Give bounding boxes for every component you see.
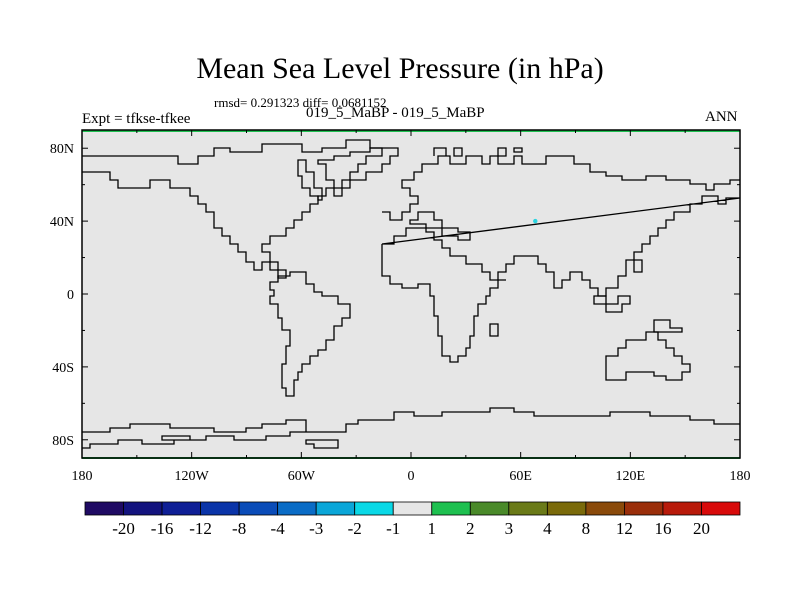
plot-title: Mean Sea Level Pressure (in hPa) <box>196 52 604 85</box>
coastline-south-america <box>269 271 351 397</box>
lat-tick-label: 40S <box>52 361 74 376</box>
colorbar-swatch-0 <box>84 501 124 516</box>
colorbar-swatch-11 <box>508 501 548 516</box>
lon-tick-label: 120W <box>175 469 210 484</box>
stats-text: rmsd= 0.291323 diff= 0.0681152 <box>214 95 387 110</box>
coastline-arctic-islands <box>297 159 323 201</box>
colorbar-label: 2 <box>466 519 475 538</box>
colorbar-swatch-5 <box>277 501 317 516</box>
colorbar-swatch-16 <box>701 501 741 516</box>
coastline-arctic-north <box>497 147 523 157</box>
colorbar: -20 -16 -12 -8 -4 -3 -2 -1 1 2 3 4 8 12 16 20 <box>84 501 741 538</box>
colorbar-swatch-12 <box>546 501 587 516</box>
lat-tick-label: 40N <box>50 215 74 230</box>
axis-ticks: 180 120W 60W 0 60E 120E 180 80N 40N 0 40S 80S <box>50 130 751 484</box>
coastline-mediterranean <box>409 211 471 241</box>
lon-tick-label: 180 <box>730 469 751 484</box>
coastline-scandinavia <box>433 147 463 157</box>
coastline-greenland <box>317 147 399 189</box>
coastlines <box>82 139 741 449</box>
colorbar-label: 4 <box>543 519 552 538</box>
colorbar-label: -3 <box>309 519 323 538</box>
coastline-africa <box>381 244 506 363</box>
experiment-label: Expt = tfkse-tfkee <box>82 111 191 127</box>
coastline-madagascar <box>489 323 499 337</box>
coastline-australia <box>605 331 691 381</box>
lon-tick-label: 60W <box>288 469 316 484</box>
colorbar-swatch-14 <box>624 501 664 516</box>
colorbar-label: -20 <box>112 519 135 538</box>
colorbar-label: -2 <box>348 519 362 538</box>
colorbar-label: 12 <box>616 519 633 538</box>
coastline-antarctica <box>82 407 740 449</box>
colorbar-swatch-3 <box>200 501 240 516</box>
colorbar-label: 1 <box>428 519 437 538</box>
lat-tick-label: 80N <box>50 142 74 157</box>
colorbar-label: 20 <box>693 519 710 538</box>
colorbar-swatch-8 <box>392 501 433 516</box>
colorbar-swatch-6 <box>315 501 356 516</box>
colorbar-label: 8 <box>582 519 591 538</box>
colorbar-label: 16 <box>654 519 671 538</box>
colorbar-label: -16 <box>151 519 174 538</box>
season-label: ANN <box>705 109 738 125</box>
lat-tick-label: 80S <box>52 434 74 449</box>
coastline-se-asia-islands <box>593 259 643 313</box>
lon-tick-label: 180 <box>72 469 93 484</box>
coastline-eurasia <box>381 155 741 297</box>
colorbar-label: -12 <box>189 519 212 538</box>
colorbar-label: -4 <box>271 519 286 538</box>
lon-tick-label: 120E <box>616 469 646 484</box>
colorbar-swatch-10 <box>469 501 510 516</box>
colorbar-label: -8 <box>232 519 246 538</box>
coastline-north-america <box>82 139 383 279</box>
pressure-difference-field <box>82 130 740 458</box>
colorbar-label: 3 <box>505 519 514 538</box>
colorbar-swatch-4 <box>238 501 279 516</box>
colorbar-swatch-13 <box>585 501 625 516</box>
colorbar-swatch-7 <box>354 501 394 516</box>
colorbar-swatch-9 <box>431 501 471 516</box>
data-marker-0 <box>533 218 538 224</box>
lat-tick-label: 0 <box>67 288 74 303</box>
colorbar-swatch-15 <box>662 501 702 516</box>
marker-layer <box>533 218 538 224</box>
lon-tick-label: 60E <box>509 469 532 484</box>
coastline-new-guinea <box>653 319 683 333</box>
lon-tick-label: 0 <box>408 469 415 484</box>
colorbar-swatch-1 <box>123 501 163 516</box>
colorbar-label: -1 <box>386 519 400 538</box>
colorbar-swatch-2 <box>161 501 201 516</box>
period-label: 019_5_MaBP - 019_5_MaBP <box>306 105 485 121</box>
